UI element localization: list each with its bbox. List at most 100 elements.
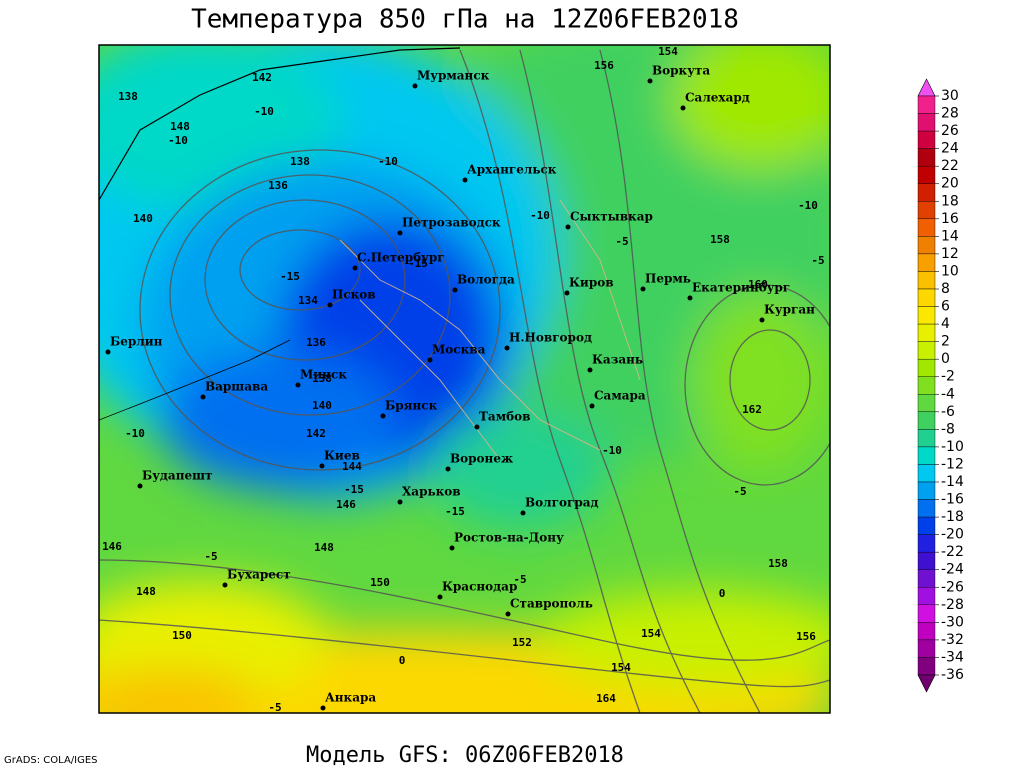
contour-label: 138 <box>118 90 138 103</box>
contour-label: 138 <box>290 155 310 168</box>
city-label: Воронеж <box>450 452 513 466</box>
colorbar-segment <box>917 358 936 377</box>
colorbar-segment <box>917 446 936 465</box>
colorbar-segment <box>917 534 936 553</box>
contour-label: -10 <box>798 199 818 212</box>
city-dot <box>200 394 206 400</box>
contour-label: 162 <box>742 403 762 416</box>
contour-label: 156 <box>594 59 614 72</box>
colorbar-tick-label: -24 <box>941 562 964 578</box>
city-label: Бухарест <box>227 568 291 582</box>
colorbar-tick-label: -28 <box>941 597 964 613</box>
colorbar-segment <box>917 411 936 430</box>
colorbar-tick-label: 18 <box>941 193 959 209</box>
contour-label: -5 <box>513 573 526 586</box>
city-label: Вологда <box>457 273 515 287</box>
colorbar-segment <box>917 165 936 184</box>
city-dot <box>565 224 571 230</box>
colorbar-tick-label: 22 <box>941 158 959 174</box>
colorbar-tick-label: -20 <box>941 527 964 543</box>
contour-label: 140 <box>312 399 332 412</box>
city-label: Будапешт <box>142 469 212 483</box>
city-label: Ставрополь <box>510 597 593 611</box>
contour-label: 142 <box>306 427 326 440</box>
colorbar-tick-label: 30 <box>941 88 959 104</box>
contour-label: 154 <box>641 627 661 640</box>
colorbar-tick-label: 26 <box>941 123 959 139</box>
city-dot <box>640 286 646 292</box>
city-label: Курган <box>764 303 815 317</box>
city-dot <box>587 367 593 373</box>
colorbar-segment <box>917 253 936 272</box>
colorbar-segment <box>917 306 936 325</box>
city-label: Екатеринбург <box>692 281 790 295</box>
city-label: Петрозаводск <box>402 216 501 230</box>
city-dot <box>759 317 765 323</box>
city-label: Сыктывкар <box>570 210 653 224</box>
city-label: Мурманск <box>417 69 490 83</box>
colorbar-tick-label: -36 <box>941 667 964 683</box>
colorbar-segment <box>917 657 936 676</box>
contour-label: 154 <box>658 45 678 58</box>
colorbar-segment <box>917 569 936 588</box>
colorbar-tick-label: 20 <box>941 176 959 192</box>
contour-label: 146 <box>336 498 356 511</box>
contour-label: 152 <box>512 636 532 649</box>
colorbar-segment <box>917 622 936 641</box>
contour-label: 138 <box>312 372 332 385</box>
contour-label: -15 <box>280 270 300 283</box>
colorbar-segment <box>917 95 936 114</box>
colorbar-tick-label: -30 <box>941 614 964 630</box>
city-label: Москва <box>432 343 486 357</box>
contour-label: 134 <box>298 294 318 307</box>
contour-label: 142 <box>252 71 272 84</box>
city-dot <box>320 705 326 711</box>
colorbar-tick-label: 8 <box>941 281 950 297</box>
city-dot <box>462 177 468 183</box>
city-label: Салехард <box>685 91 750 105</box>
colorbar-tick-label: -10 <box>941 439 964 455</box>
colorbar-segment <box>917 183 936 202</box>
city-dot <box>327 302 333 308</box>
colorbar-segment <box>917 288 936 307</box>
city-label: Берлин <box>110 335 163 349</box>
city-dot <box>520 510 526 516</box>
city-dot <box>437 594 443 600</box>
contour-label: -10 <box>530 209 550 222</box>
city-label: Волгоград <box>525 496 598 510</box>
city-dot <box>564 290 570 296</box>
contour-label: 0 <box>399 654 406 667</box>
colorbar-tick-label: -12 <box>941 456 964 472</box>
contour-label: 148 <box>136 585 156 598</box>
colorbar-segment <box>917 604 936 623</box>
colorbar-tick-label: 16 <box>941 211 959 227</box>
colorbar-tick-label: 4 <box>941 316 950 332</box>
colorbar-segment <box>917 464 936 483</box>
contour-label: 150 <box>370 576 390 589</box>
map-title: Температура 850 гПа на 12Z06FEB2018 <box>191 5 739 35</box>
contour-label: -15 <box>445 505 465 518</box>
colorbar-segment <box>917 551 936 570</box>
city-label: Самара <box>594 389 646 403</box>
contour-label: -10 <box>125 427 145 440</box>
contour-label: 136 <box>268 179 288 192</box>
colorbar-segment <box>917 429 936 448</box>
contour-label: 0 <box>719 587 726 600</box>
city-dot <box>452 287 458 293</box>
colorbar-segment <box>917 113 936 132</box>
contour-label: 160 <box>748 278 768 291</box>
contour-label: 154 <box>611 661 631 674</box>
city-dot <box>137 483 143 489</box>
colorbar-tick-label: -6 <box>941 404 955 420</box>
colorbar-segment <box>917 639 936 658</box>
map-frame <box>98 44 831 714</box>
colorbar-segment <box>917 394 936 413</box>
city-label: Киров <box>569 276 614 290</box>
contour-label: 146 <box>102 540 122 553</box>
map-field <box>99 45 830 713</box>
contour-label: -5 <box>268 701 281 714</box>
city-label: Н.Новгород <box>509 331 592 345</box>
contour-label: -5 <box>733 485 746 498</box>
